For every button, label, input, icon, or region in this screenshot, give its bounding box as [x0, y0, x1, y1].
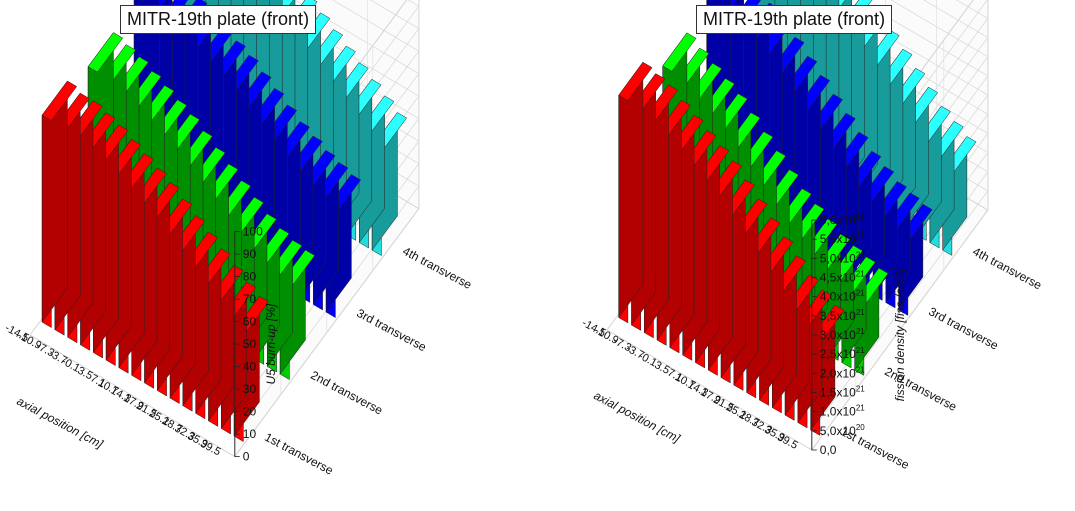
y-tick-label: 3rd transverse [354, 306, 429, 355]
bar-top-face [618, 61, 653, 101]
z-tick-label: 4,0x1021 [820, 289, 865, 304]
chart-title: MITR-19th plate (front) [696, 5, 893, 34]
chart-title: MITR-19th plate (front) [120, 5, 317, 34]
z-tick-label: 2,5x1021 [820, 346, 865, 361]
bar-top-face [87, 32, 124, 73]
z-tick-label: 70 [243, 292, 257, 306]
y-tick-label: 4th transverse [400, 244, 474, 292]
bar-1st-transverse--14.5 [41, 80, 78, 329]
z-tick-label: 100 [243, 225, 263, 239]
bar-top-face [141, 0, 145, 2]
z-tick-label: 10 [243, 427, 257, 441]
z-tick-label: 30 [243, 382, 257, 396]
bar-1st-transverse--14.5 [618, 61, 653, 324]
z-tick-label: 5,5x1021 [820, 231, 865, 246]
z-axis-label: fission density [fiss./cm3] [893, 268, 907, 401]
z-tick-label: 1,0x1021 [820, 404, 865, 419]
z-tick-label: 0 [243, 450, 250, 464]
x-tick-label: 39.5 [775, 431, 800, 452]
y-tick-label: 4th transverse [970, 244, 1044, 292]
chart-panel-left: MITR-19th plate (front) 0 10 20 30 40 50 60 70 8… [0, 0, 537, 506]
z-tick-label: 2,0x1021 [820, 365, 865, 380]
bar-top-face [662, 32, 697, 72]
z-tick-label: 40 [243, 360, 257, 374]
x-axis-label: axial position [cm] [592, 388, 683, 445]
z-tick-label: 20 [243, 405, 257, 419]
x-tick-label: 39.5 [198, 438, 223, 459]
z-axis-label: U5 burn-up [%] [264, 303, 278, 384]
bar-top-face [41, 80, 78, 121]
chart-panel-right: MITR-19th plate (front) 0,0 5,0x1020 1,0x1… [538, 0, 1075, 506]
y-tick-label: 1st transverse [838, 424, 911, 472]
z-tick-label: 6,0x1021 [820, 212, 865, 227]
x-axis-label: axial position [cm] [15, 394, 106, 451]
y-tick-label: 2nd transverse [308, 368, 385, 418]
z-tick-label: 3,0x1021 [820, 327, 865, 342]
z-tick-label: 3,5x1021 [820, 308, 865, 323]
z-tick-label: 60 [243, 315, 257, 329]
z-tick-label: 0,0 [820, 443, 837, 457]
z-tick-label: 1,5x1021 [820, 385, 865, 400]
bar-side-face [618, 61, 644, 319]
z-tick-label: 90 [243, 247, 257, 261]
z-tick-label: 50 [243, 337, 257, 351]
chart-svg-right: 0,0 5,0x1020 1,0x1021 1,5x1021 2,0x1021 2,5x1… [580, 0, 1044, 472]
z-tick-label: 5,0x1020 [820, 423, 865, 438]
y-tick-label: 1st transverse [262, 430, 335, 478]
z-tick-label: 4,5x1021 [820, 270, 865, 285]
z-tick-label: 80 [243, 270, 257, 284]
z-tick-label: 5,0x1021 [820, 250, 865, 265]
y-tick-label: 3rd transverse [926, 304, 1001, 353]
